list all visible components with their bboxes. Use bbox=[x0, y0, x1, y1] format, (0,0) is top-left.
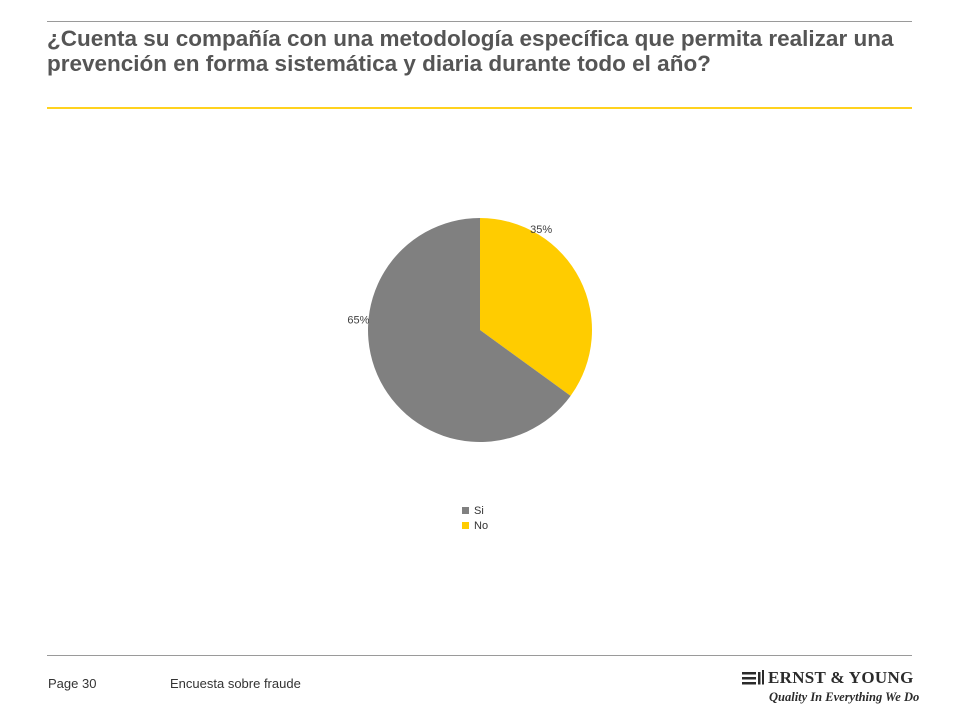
logo-tagline: Quality In Everything We Do bbox=[769, 690, 920, 704]
logo-name: ERNST & YOUNG bbox=[768, 668, 914, 687]
legend-swatch-no bbox=[462, 522, 469, 529]
page-number: Page 30 bbox=[48, 676, 97, 691]
legend-item-no: No bbox=[462, 518, 488, 533]
document-name: Encuesta sobre fraude bbox=[170, 676, 301, 691]
footer-rule bbox=[47, 655, 912, 656]
legend-label-si: Si bbox=[474, 504, 484, 517]
pie-slice-no bbox=[480, 218, 593, 396]
logo-mark-icon bbox=[742, 670, 764, 685]
title-underline bbox=[47, 107, 912, 109]
data-label-no: 35% bbox=[530, 224, 552, 236]
legend-label-no: No bbox=[474, 519, 489, 532]
legend-item-si: Si bbox=[462, 503, 488, 518]
page-title: ¿Cuenta su compañía con una metodología … bbox=[47, 26, 894, 76]
pie-slice-si bbox=[368, 218, 571, 443]
chart-legend: Si No bbox=[462, 503, 488, 533]
data-label-si: 65% bbox=[347, 314, 369, 326]
ernst-young-logo: ERNST & YOUNG Quality In Everything We D… bbox=[742, 668, 922, 713]
top-rule bbox=[47, 21, 912, 22]
legend-swatch-si bbox=[462, 507, 469, 514]
